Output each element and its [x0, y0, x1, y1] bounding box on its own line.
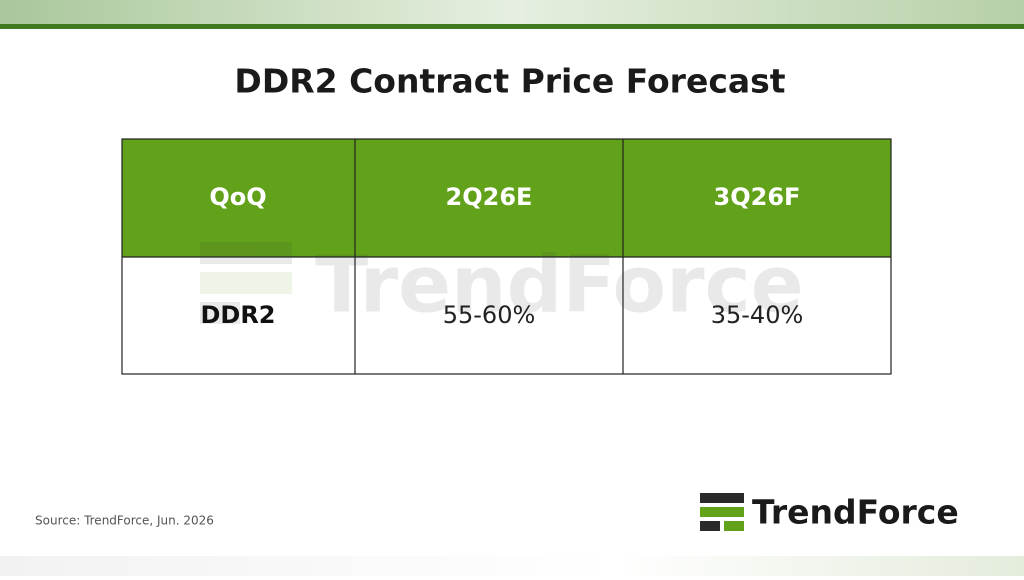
watermark: TrendForce — [200, 240, 804, 330]
watermark-text: TrendForce — [315, 240, 804, 330]
watermark-icon — [200, 242, 292, 264]
header-cell: 2Q26E — [446, 183, 533, 211]
logo-icon — [700, 507, 744, 517]
header-cell: QoQ — [209, 183, 266, 211]
source: Source: TrendForce, Jun. 2026 — [35, 514, 214, 528]
header-row — [122, 139, 891, 257]
header-cell: 3Q26F — [714, 183, 801, 211]
cell: 55-60% — [443, 301, 536, 329]
top-rule — [0, 24, 1024, 29]
row-label: DDR2 — [200, 301, 275, 329]
top-band — [0, 0, 1024, 24]
bottom-band — [0, 556, 1024, 576]
logo-text: TrendForce — [752, 493, 959, 532]
title: DDR2 Contract Price Forecast — [234, 62, 785, 101]
logo-icon — [724, 521, 744, 531]
cell: 35-40% — [711, 301, 804, 329]
logo-icon — [700, 493, 744, 503]
logo: TrendForce — [700, 493, 959, 532]
watermark-icon — [200, 302, 240, 324]
watermark-icon — [200, 272, 292, 294]
logo-icon — [700, 521, 720, 531]
